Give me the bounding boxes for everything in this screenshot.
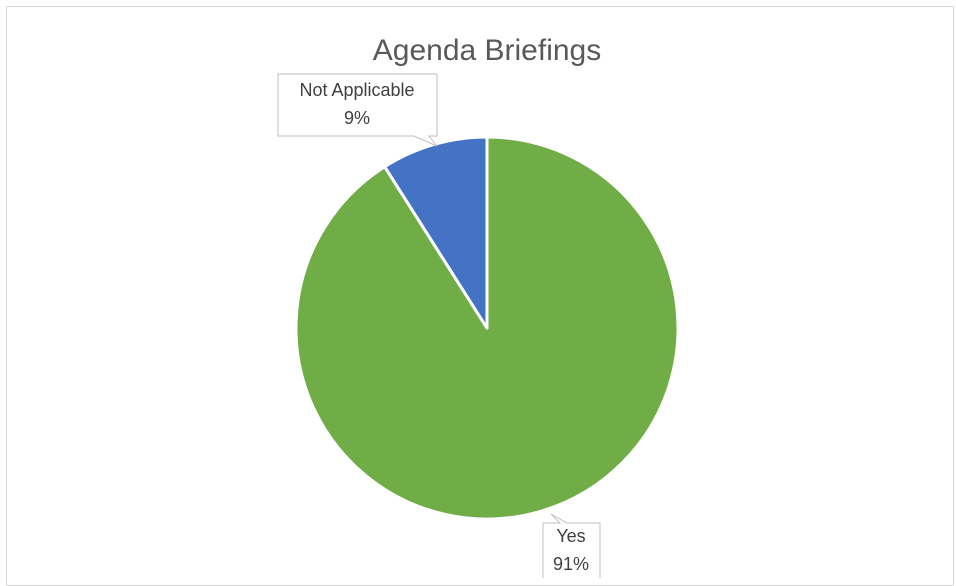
callout-yes: Yes 91% <box>542 513 601 578</box>
callout-yes-label: Yes <box>556 526 585 546</box>
chart-title: Agenda Briefings <box>372 34 602 67</box>
callout-not-applicable-value: 9% <box>344 108 370 128</box>
callout-not-applicable-box <box>277 73 438 147</box>
callout-yes-box <box>542 513 601 578</box>
callout-not-applicable-label: Not Applicable <box>299 80 414 100</box>
callout-not-applicable: Not Applicable 9% <box>277 73 438 147</box>
callout-yes-value: 91% <box>553 554 589 574</box>
pie-slices <box>294 135 680 521</box>
